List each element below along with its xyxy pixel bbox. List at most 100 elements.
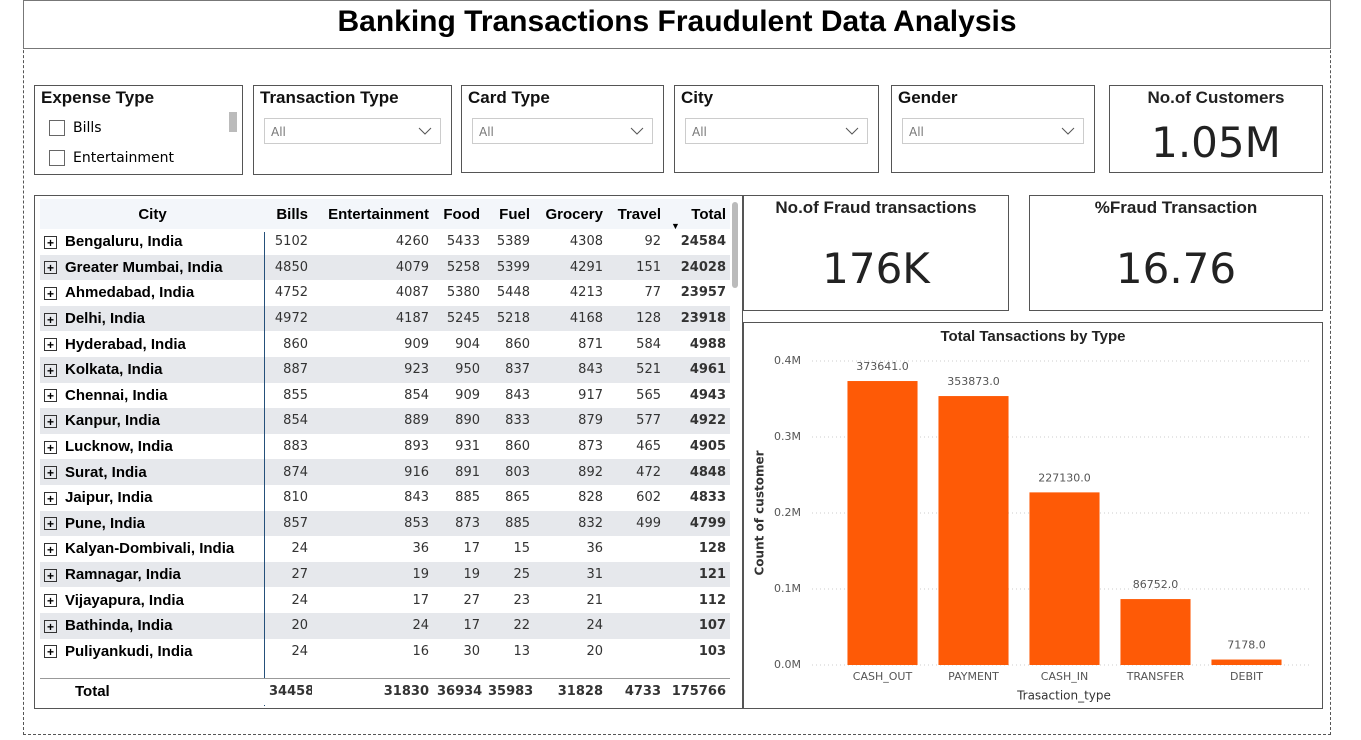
value-cell: 843 xyxy=(404,490,429,506)
value-cell: 465 xyxy=(636,439,661,455)
kpi-card: %Fraud Transaction 16.76 xyxy=(1029,195,1323,311)
expand-button[interactable]: + xyxy=(44,363,57,377)
bar xyxy=(1120,599,1191,665)
value-cell: 22 xyxy=(484,612,534,639)
bar xyxy=(1029,492,1100,665)
city-cell: + Chennai, India xyxy=(40,383,265,409)
table-row: + Kolkata, India 887 923 950 837 843 521 4961 xyxy=(40,356,730,383)
column-divider xyxy=(264,232,265,706)
value-cell: 4922 xyxy=(665,408,730,434)
option[interactable]: Bills xyxy=(49,120,102,136)
value-cell: 865 xyxy=(505,490,530,506)
expand-button[interactable]: + xyxy=(44,261,57,275)
city-name: Jaipur, India xyxy=(65,489,153,507)
filter-title: Card Type xyxy=(468,88,550,107)
value-cell: 887 xyxy=(265,356,312,383)
value-cell: 27 xyxy=(463,592,480,608)
value-cell: 885 xyxy=(484,510,534,537)
column-header: Fuel xyxy=(499,205,530,223)
value-cell: 24 xyxy=(291,592,308,608)
value-cell: 950 xyxy=(433,356,484,383)
table-row: + Hyderabad, India 860 909 904 860 871 584 4988 xyxy=(40,331,730,357)
city-name: Ahmedabad, India xyxy=(65,284,195,302)
value-cell: 5433 xyxy=(446,234,480,250)
value-cell: 577 xyxy=(607,408,665,434)
city-name: Delhi, India xyxy=(65,310,146,328)
x-tick-label: DEBIT xyxy=(1230,670,1263,683)
expense-filter: Expense Type Bills Entertainment xyxy=(34,85,243,175)
x-tick-label: CASH_OUT xyxy=(853,670,913,683)
value-cell: 584 xyxy=(636,336,661,352)
dropdown[interactable]: All xyxy=(472,118,653,144)
value-cell: 5218 xyxy=(484,305,534,332)
value-cell: 909 xyxy=(404,336,429,352)
total-cell: 4733 xyxy=(624,684,661,700)
expand-button[interactable]: + xyxy=(44,517,57,531)
dropdown[interactable]: All xyxy=(902,118,1084,144)
value-cell: 810 xyxy=(283,490,308,506)
value-cell: 828 xyxy=(578,490,603,506)
scrollbar[interactable] xyxy=(732,202,738,288)
table-row: + Delhi, India 4972 4187 5245 5218 4168 128 2391… xyxy=(40,305,730,332)
value-cell: 803 xyxy=(484,459,534,485)
total-cell: 31830 xyxy=(383,684,429,700)
value-cell xyxy=(607,612,665,639)
value-cell: 521 xyxy=(607,356,665,383)
city-name: Kolkata, India xyxy=(65,361,163,379)
value-cell: 20 xyxy=(586,643,603,659)
expand-button[interactable]: + xyxy=(44,235,57,249)
expand-button[interactable]: + xyxy=(44,414,57,428)
matrix-visual: City Bills Entertainment Food Fuel Grocery Tra… xyxy=(34,195,743,709)
y-tick-label: 0.2M xyxy=(774,506,801,519)
value-cell: 17 xyxy=(412,592,429,608)
expand-button[interactable]: + xyxy=(44,568,57,582)
city-cell: + Bathinda, India xyxy=(40,612,265,639)
expand-button[interactable]: + xyxy=(44,312,57,326)
value-cell: 24 xyxy=(534,612,607,639)
x-tick-label: TRANSFER xyxy=(1126,670,1185,683)
value-cell: 128 xyxy=(607,305,665,332)
value-cell: 19 xyxy=(433,561,484,588)
expand-button[interactable]: + xyxy=(44,594,57,608)
value-cell: 16 xyxy=(412,643,429,659)
city-name: Kalyan-Dombivali, India xyxy=(65,540,235,558)
expand-button[interactable]: + xyxy=(44,619,57,633)
dropdown[interactable]: All xyxy=(264,118,441,144)
expand-button[interactable]: + xyxy=(44,338,57,352)
value-cell: 17 xyxy=(463,541,480,557)
column-header: Grocery xyxy=(545,205,603,223)
expand-button[interactable]: + xyxy=(44,466,57,480)
value-cell: 77 xyxy=(644,285,661,301)
dropdown-value: All xyxy=(479,125,494,139)
value-cell: 24 xyxy=(291,541,308,557)
expand-button[interactable]: + xyxy=(44,645,57,659)
table-row: + Chennai, India 855 854 909 843 917 565 4943 xyxy=(40,383,730,409)
y-tick-label: 0.0M xyxy=(774,658,801,671)
expand-button[interactable]: + xyxy=(44,491,57,505)
dropdown-value: All xyxy=(909,125,924,139)
dropdown[interactable]: All xyxy=(685,118,868,144)
expand-button[interactable]: + xyxy=(44,542,57,556)
bar xyxy=(1211,659,1282,665)
value-cell: 860 xyxy=(283,336,308,352)
value-cell: 4168 xyxy=(534,305,607,332)
city-name: Kanpur, India xyxy=(65,412,161,430)
expand-button[interactable]: + xyxy=(44,389,57,403)
expand-button[interactable]: + xyxy=(44,287,57,301)
value-cell: 5245 xyxy=(433,305,484,332)
value-cell: 5380 xyxy=(446,285,480,301)
option[interactable]: Entertainment xyxy=(49,150,174,166)
value-cell: 103 xyxy=(698,643,726,659)
kpi-card: No.of Customers 1.05M xyxy=(1109,85,1323,173)
city-cell: + Lucknow, India xyxy=(40,434,265,460)
value-cell: 837 xyxy=(484,356,534,383)
value-cell: 5448 xyxy=(496,285,530,301)
chart: Total Tansactions by Type Trasaction_typ… xyxy=(753,328,1312,703)
card-title: No.of Fraud transactions xyxy=(775,198,977,217)
value-cell: 112 xyxy=(698,592,726,608)
expand-button[interactable]: + xyxy=(44,440,57,454)
value-cell: 923 xyxy=(312,356,433,383)
value-cell: 17 xyxy=(433,612,484,639)
y-tick-label: 0.4M xyxy=(774,354,801,367)
value-cell: 4961 xyxy=(665,356,730,383)
